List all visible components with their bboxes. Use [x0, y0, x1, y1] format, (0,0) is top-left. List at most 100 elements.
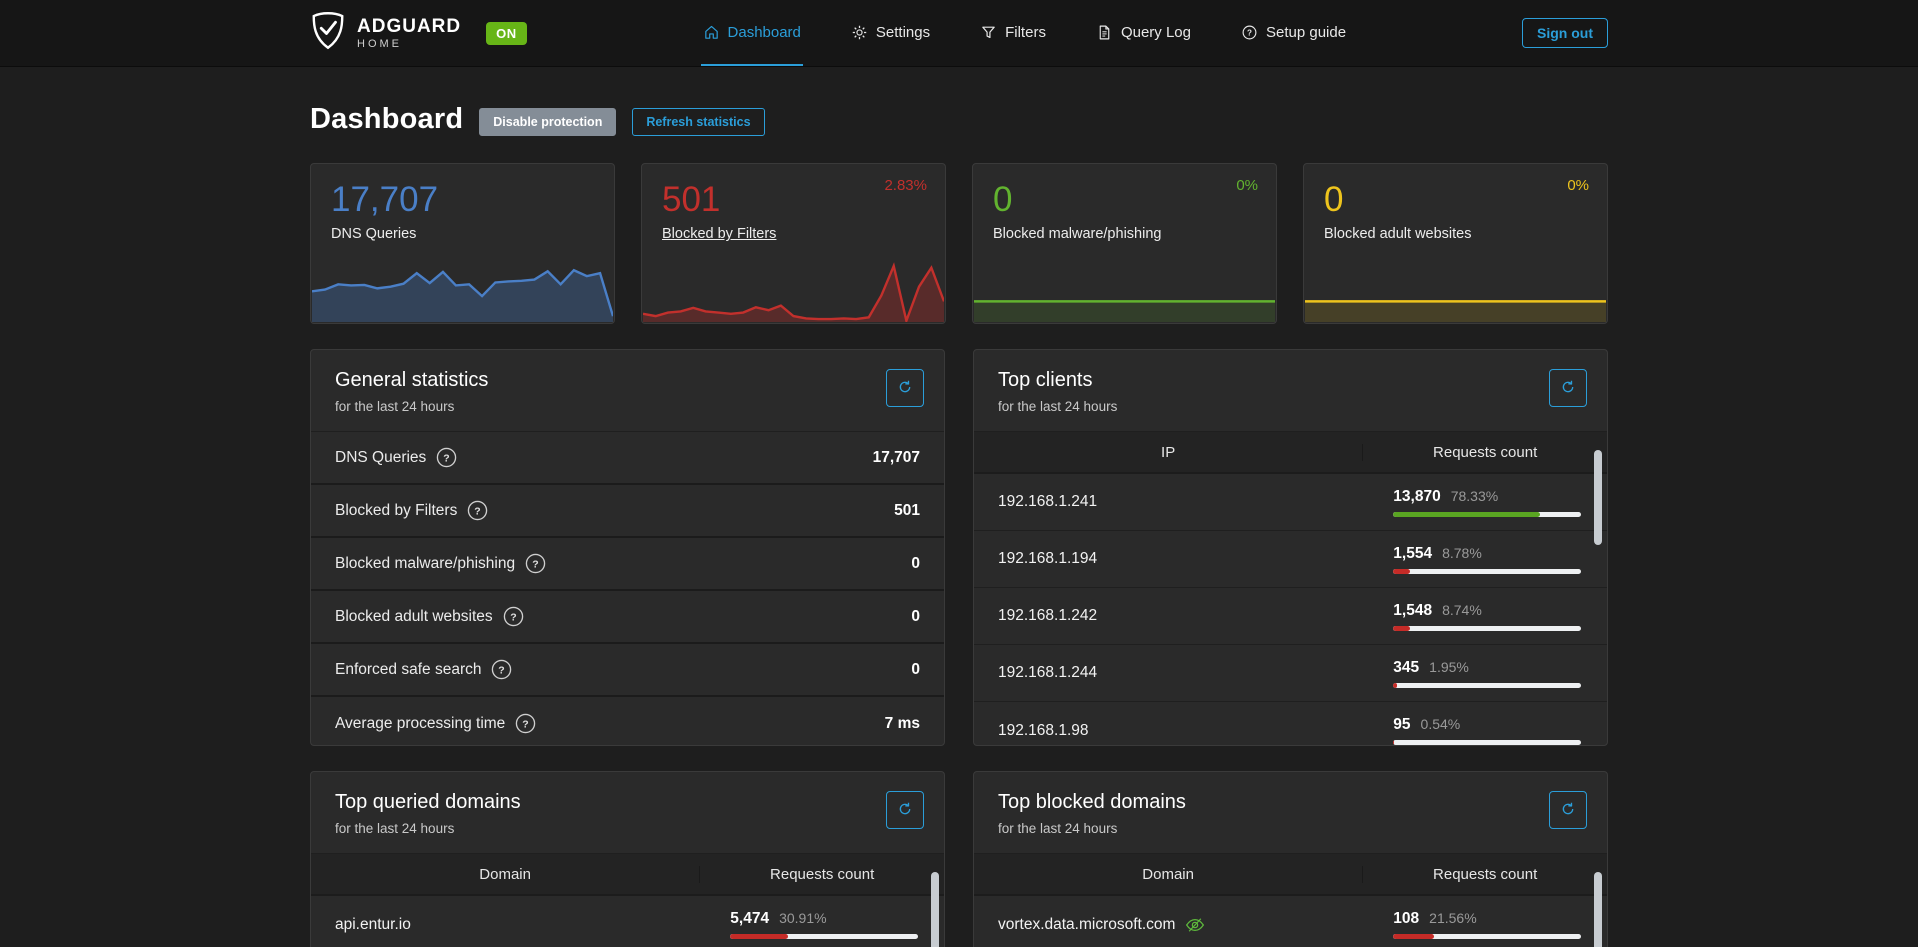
stat-card-value: 0 [993, 180, 1256, 220]
svg-text:?: ? [444, 452, 450, 464]
stat-card-dns-queries: 17,707 DNS Queries [310, 163, 615, 324]
protection-status-badge: ON [486, 22, 527, 45]
logo-title: ADGUARD [357, 17, 461, 36]
scrollbar-thumb[interactable] [931, 872, 939, 947]
stat-card-label: DNS Queries [331, 226, 416, 242]
requests-percent: 0.54% [1421, 716, 1461, 732]
requests-count: 108 [1393, 910, 1419, 928]
stat-row-average-processing-time: Average processing time ? 7 ms [311, 697, 944, 746]
help-icon[interactable]: ? [436, 447, 457, 468]
nav-item-settings[interactable]: Settings [849, 0, 932, 66]
nav-item-setup-guide[interactable]: ? Setup guide [1239, 0, 1348, 66]
progress-bar-fill [1393, 569, 1409, 574]
row-name[interactable]: 192.168.1.244 [998, 664, 1097, 682]
stat-row-blocked-adult-websites: Blocked adult websites ? 0 [311, 591, 944, 644]
refresh-panel-button[interactable] [1549, 369, 1587, 407]
stat-label: Blocked malware/phishing [335, 555, 515, 573]
stat-card-blocked-adult-websites: 0% 0 Blocked adult websites [1303, 163, 1608, 324]
stat-card-percent: 0% [1567, 177, 1589, 194]
stat-card-percent: 2.83% [884, 177, 927, 194]
refresh-icon [897, 801, 913, 820]
row-name[interactable]: 192.168.1.194 [998, 550, 1097, 568]
refresh-panel-button[interactable] [1549, 791, 1587, 829]
help-icon[interactable]: ? [491, 659, 512, 680]
nav-item-query-log[interactable]: Query Log [1094, 0, 1193, 66]
row-name[interactable]: 192.168.1.242 [998, 607, 1097, 625]
requests-percent: 8.78% [1442, 545, 1482, 561]
refresh-panel-button[interactable] [886, 791, 924, 829]
refresh-icon [1560, 801, 1576, 820]
table-row: 192.168.1.241 13,870 78.33% [974, 474, 1607, 531]
general-statistics-list: DNS Queries ? 17,707 Blocked by Filters … [311, 432, 944, 746]
help-icon[interactable]: ? [525, 553, 546, 574]
panel-title: Top queried domains [335, 791, 920, 814]
table-header: IP Requests count [974, 432, 1607, 474]
stat-card-label: Blocked adult websites [1324, 226, 1472, 242]
help-icon[interactable]: ? [515, 713, 536, 734]
help-icon[interactable]: ? [467, 500, 488, 521]
requests-count: 95 [1393, 716, 1410, 734]
stat-card-label[interactable]: Blocked by Filters [662, 226, 776, 242]
svg-text:?: ? [475, 505, 481, 517]
stat-value: 0 [911, 608, 920, 626]
panel-subtitle: for the last 24 hours [998, 399, 1583, 414]
column-header-domain: Domain [974, 866, 1363, 883]
progress-bar-fill [1393, 512, 1540, 517]
nav-item-dashboard[interactable]: Dashboard [701, 0, 803, 66]
nav-item-filters[interactable]: Filters [978, 0, 1048, 66]
stat-label: DNS Queries [335, 449, 426, 467]
panel-subtitle: for the last 24 hours [335, 399, 920, 414]
stat-cards-row: 17,707 DNS Queries 2.83% 501 Blocked by … [310, 163, 1608, 324]
home-icon [703, 24, 720, 41]
progress-bar [1393, 569, 1581, 574]
top-queried-domains-panel: Top queried domains for the last 24 hour… [310, 771, 945, 947]
scrollbar-thumb[interactable] [1594, 872, 1602, 947]
table-row: 192.168.1.242 1,548 8.74% [974, 588, 1607, 645]
funnel-icon [980, 24, 997, 41]
row-name[interactable]: vortex.data.microsoft.com [998, 916, 1175, 934]
help-icon[interactable]: ? [503, 606, 524, 627]
sign-out-button[interactable]: Sign out [1522, 18, 1608, 48]
row-name[interactable]: 192.168.1.98 [998, 722, 1089, 740]
top-queried-domains-table: api.entur.io 5,474 30.91% [311, 896, 944, 947]
requests-count: 1,548 [1393, 602, 1432, 620]
requests-count: 345 [1393, 659, 1419, 677]
scrollbar-thumb[interactable] [1594, 450, 1602, 545]
table-row: 192.168.1.194 1,554 8.78% [974, 531, 1607, 588]
stat-label: Enforced safe search [335, 661, 481, 679]
svg-text:?: ? [1247, 28, 1252, 37]
stat-value: 0 [911, 661, 920, 679]
refresh-panel-button[interactable] [886, 369, 924, 407]
panel-subtitle: for the last 24 hours [998, 821, 1583, 836]
row-name[interactable]: api.entur.io [335, 916, 411, 934]
refresh-icon [1560, 379, 1576, 398]
stat-value: 501 [894, 502, 920, 520]
progress-bar-fill [1393, 683, 1397, 688]
adguard-logo[interactable]: ADGUARD HOME ON [310, 0, 527, 66]
stat-row-blocked-by-filters: Blocked by Filters ? 501 [311, 485, 944, 538]
sparkline-chart [312, 260, 613, 322]
table-row: 192.168.1.98 95 0.54% [974, 702, 1607, 746]
sparkline-chart [974, 260, 1275, 322]
requests-percent: 21.56% [1429, 910, 1476, 926]
stat-row-dns-queries: DNS Queries ? 17,707 [311, 432, 944, 485]
requests-count: 13,870 [1393, 488, 1440, 506]
table-header: Domain Requests count [974, 854, 1607, 896]
stat-card-blocked-malware-phishing: 0% 0 Blocked malware/phishing [972, 163, 1277, 324]
column-header-domain: Domain [311, 866, 700, 883]
top-clients-panel: Top clients for the last 24 hours IP Req… [973, 349, 1608, 746]
requests-percent: 78.33% [1451, 488, 1498, 504]
progress-bar [1393, 934, 1581, 939]
row-name[interactable]: 192.168.1.241 [998, 493, 1097, 511]
refresh-statistics-button[interactable]: Refresh statistics [632, 108, 764, 136]
disable-protection-button[interactable]: Disable protection [479, 108, 616, 136]
navbar: ADGUARD HOME ON Dashboard Settings Filte… [0, 0, 1918, 67]
panel-title: General statistics [335, 369, 920, 392]
column-header-ip: IP [974, 444, 1363, 461]
question-icon: ? [1241, 24, 1258, 41]
panel-subtitle: for the last 24 hours [335, 821, 920, 836]
stat-value: 17,707 [873, 449, 920, 467]
shield-logo-icon [310, 11, 346, 55]
progress-bar-fill [1393, 626, 1409, 631]
table-row: 192.168.1.244 345 1.95% [974, 645, 1607, 702]
